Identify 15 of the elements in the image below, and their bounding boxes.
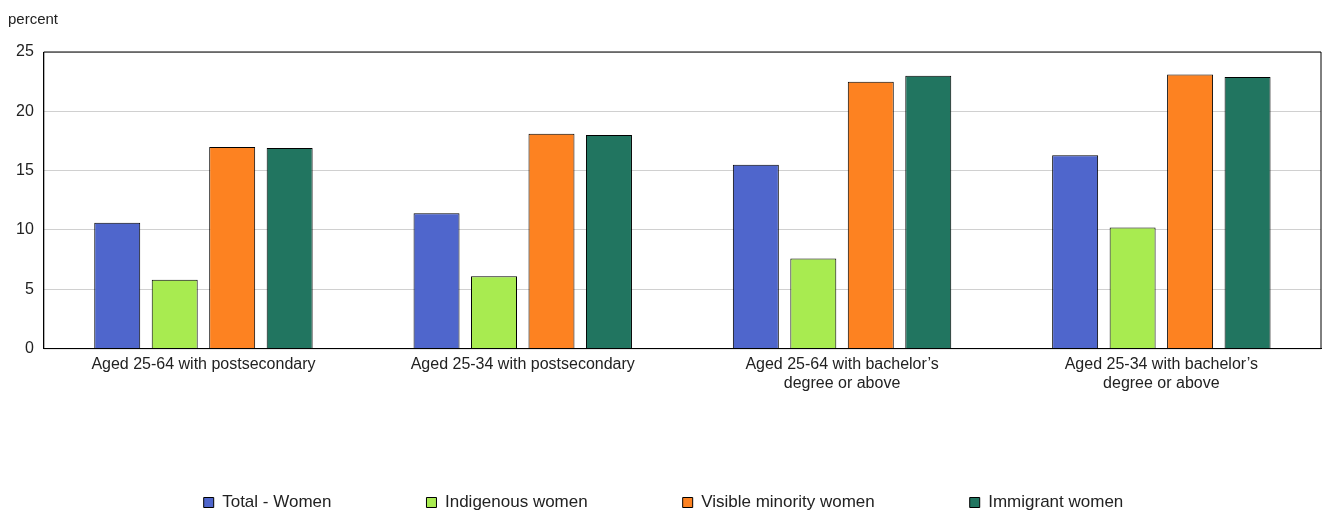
- y-tick-label: 25: [16, 42, 34, 60]
- x-tick-label: Aged 25-64 with postsecondary: [91, 354, 316, 372]
- legend-label: Total - Women: [222, 492, 332, 512]
- x-tick-label: Aged 25-34 with bachelor’s degree or above: [1064, 354, 1259, 391]
- x-tick-label: Aged 25-64 with bachelor’s degree or above: [745, 354, 939, 391]
- y-tick-label: 5: [24, 279, 34, 297]
- legend-label: Indigenous women: [444, 492, 588, 512]
- y-axis-title: percent: [8, 10, 59, 28]
- y-tick-label: 10: [16, 220, 34, 238]
- legend-label: Immigrant women: [988, 492, 1124, 512]
- x-tick-label: Aged 25-34 with postsecondary: [410, 354, 635, 372]
- legend-label: Visible minority women: [701, 492, 875, 512]
- y-tick-label: 15: [16, 161, 34, 179]
- y-tick-label: 0: [24, 339, 34, 357]
- y-tick-label: 20: [16, 101, 34, 119]
